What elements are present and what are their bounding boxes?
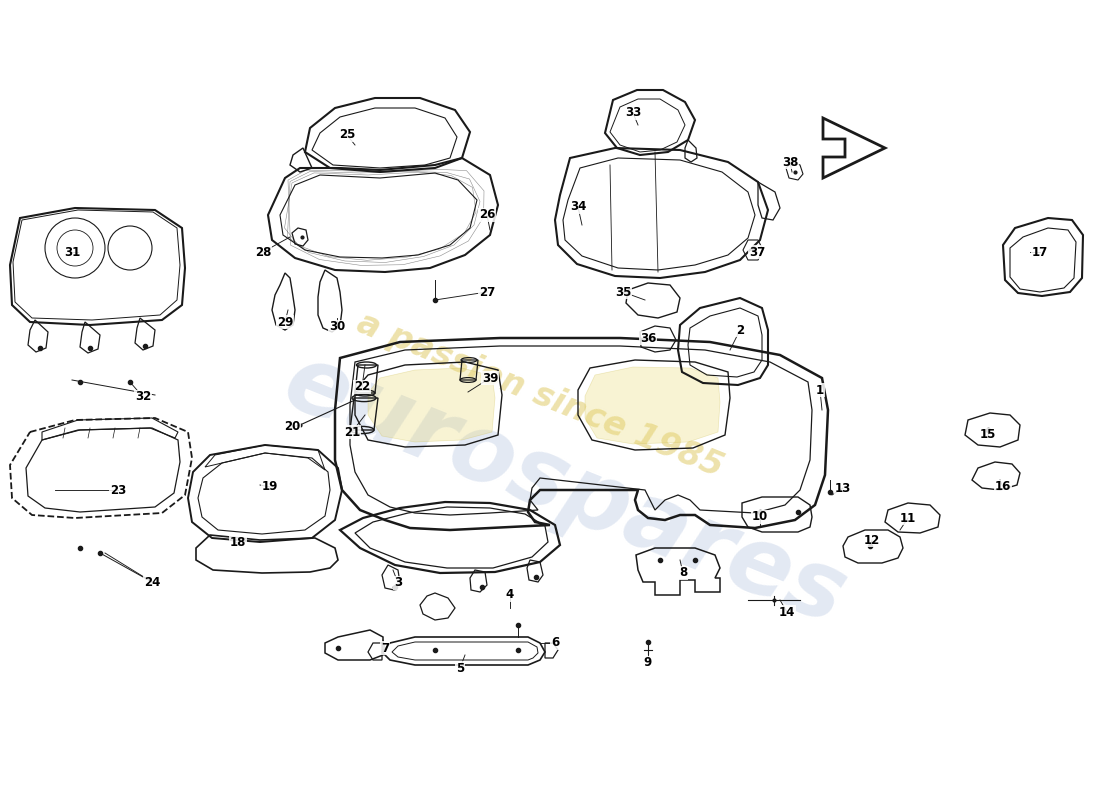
Polygon shape — [368, 368, 495, 442]
Text: 2: 2 — [736, 323, 744, 337]
Text: 20: 20 — [284, 421, 300, 434]
Text: 22: 22 — [354, 381, 370, 394]
Text: 33: 33 — [625, 106, 641, 119]
Text: 16: 16 — [994, 481, 1011, 494]
Text: eurospares: eurospares — [271, 335, 859, 645]
Text: 5: 5 — [455, 662, 464, 674]
Text: 29: 29 — [277, 315, 294, 329]
Text: 6: 6 — [551, 637, 559, 650]
Text: 25: 25 — [339, 129, 355, 142]
Text: 34: 34 — [570, 201, 586, 214]
Text: 10: 10 — [752, 510, 768, 523]
Text: 27: 27 — [478, 286, 495, 298]
Text: 21: 21 — [344, 426, 360, 438]
Text: 36: 36 — [640, 331, 657, 345]
Text: 23: 23 — [110, 483, 126, 497]
Text: 13: 13 — [835, 482, 851, 494]
Text: 30: 30 — [329, 321, 345, 334]
Text: 4: 4 — [506, 589, 514, 602]
Text: 8: 8 — [679, 566, 688, 579]
Text: 31: 31 — [64, 246, 80, 258]
Text: 24: 24 — [144, 575, 161, 589]
Text: 7: 7 — [381, 642, 389, 654]
Polygon shape — [585, 367, 720, 444]
Text: 15: 15 — [980, 429, 997, 442]
Text: 9: 9 — [644, 657, 652, 670]
Text: 3: 3 — [394, 577, 403, 590]
Text: 28: 28 — [255, 246, 272, 258]
Text: 32: 32 — [135, 390, 151, 403]
Text: 18: 18 — [230, 537, 246, 550]
Text: 38: 38 — [782, 155, 799, 169]
Text: 1: 1 — [816, 383, 824, 397]
Text: 26: 26 — [478, 209, 495, 222]
Text: 11: 11 — [900, 511, 916, 525]
Text: 39: 39 — [482, 371, 498, 385]
Text: 14: 14 — [779, 606, 795, 618]
Text: 37: 37 — [749, 246, 766, 258]
Text: 19: 19 — [262, 481, 278, 494]
Text: a passion since 1985: a passion since 1985 — [352, 306, 728, 484]
Text: 12: 12 — [864, 534, 880, 546]
Text: 17: 17 — [1032, 246, 1048, 258]
Text: 35: 35 — [615, 286, 631, 298]
